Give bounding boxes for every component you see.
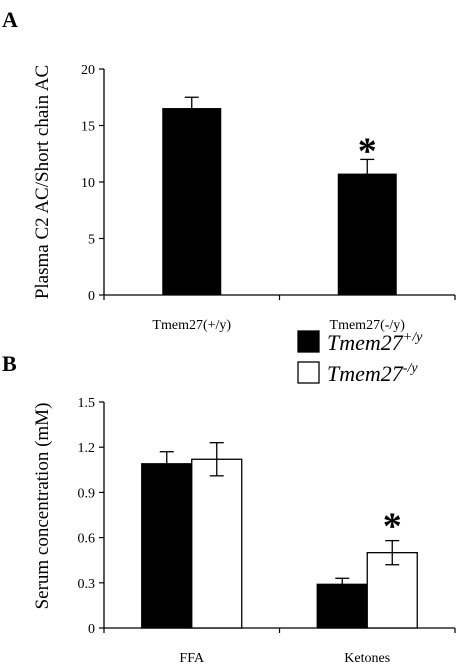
y-tick-label-a: 20 <box>81 63 95 78</box>
y-tick-label-a: 5 <box>88 233 95 248</box>
y-tick-label-a: 10 <box>81 176 95 191</box>
legend-label-base: Tmem27 <box>327 330 404 355</box>
y-tick-label-a: 0 <box>88 289 95 304</box>
axes-a: 0 5 10 15 20 Tmem27(+/y) Tmem27(-/y) <box>81 63 456 333</box>
y-tick-label-a: 15 <box>81 120 95 135</box>
bar-b <box>141 463 193 629</box>
panel-a-label: A <box>2 7 18 32</box>
bars-b: * <box>141 442 418 629</box>
legend-label: Tmem27-/y <box>327 361 418 386</box>
bar-b <box>191 458 243 629</box>
legend-swatch <box>297 330 320 353</box>
y-axis-label-a: Plasma C2 AC/Short chain AC <box>32 65 53 299</box>
y-tick-label-b: 1.2 <box>78 441 96 456</box>
category-label-a: Tmem27(-/y) <box>330 318 406 333</box>
legend-swatch <box>297 361 320 384</box>
significance-star-b: * <box>383 506 402 548</box>
y-tick-label-b: 0 <box>88 622 95 637</box>
legend-label-base: Tmem27 <box>327 361 404 386</box>
category-label-b: Ketones <box>344 651 390 666</box>
bars-a: * <box>162 96 397 296</box>
y-tick-label-b: 0.9 <box>78 486 96 501</box>
y-tick-label-b: 1.5 <box>78 396 96 411</box>
category-label-b: FFA <box>179 651 205 666</box>
y-tick-label-b: 0.3 <box>78 577 96 592</box>
bar-a <box>162 108 222 296</box>
legend-label-sup: -/y <box>403 361 419 376</box>
y-tick-label-b: 0.6 <box>78 532 96 547</box>
chart-panel-b: Serum concentration (mM) 0 0.3 0.6 0.9 1.2 1.… <box>32 330 456 666</box>
bar-b <box>316 583 368 629</box>
bar-b <box>366 552 418 629</box>
panel-b-label: B <box>2 351 17 376</box>
bar-a <box>337 173 397 296</box>
y-axis-label-b: Serum concentration (mM) <box>32 403 53 610</box>
legend-label-sup: +/y <box>403 330 423 345</box>
legend-label: Tmem27+/y <box>327 330 423 355</box>
significance-star-a: * <box>358 130 377 172</box>
chart-panel-a: Plasma C2 AC/Short chain AC 0 5 10 15 20 Tmem… <box>32 63 456 333</box>
category-label-a: Tmem27(+/y) <box>152 318 231 333</box>
